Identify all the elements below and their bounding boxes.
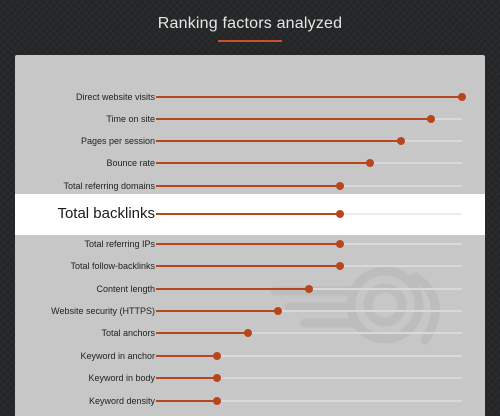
factor-row: Total anchors (15, 323, 485, 343)
factor-label: Total backlinks (57, 205, 155, 222)
factor-marker (244, 329, 252, 337)
factor-track (156, 397, 462, 405)
factor-track (156, 329, 462, 337)
factor-row: Bounce rate (15, 153, 485, 173)
factor-marker (427, 115, 435, 123)
factor-track (156, 182, 462, 190)
factor-bar (156, 162, 370, 164)
factor-bar (156, 243, 340, 245)
factor-bar (156, 140, 401, 142)
factor-bar (156, 118, 431, 120)
factor-bar (156, 96, 462, 98)
factor-marker (397, 137, 405, 145)
factor-row: Time on site (15, 109, 485, 129)
factor-marker (366, 159, 374, 167)
factor-row: Keyword in anchor (15, 346, 485, 366)
factor-track (156, 262, 462, 270)
factor-bar (156, 377, 217, 379)
factor-bar (156, 332, 248, 334)
factor-label: Keyword in anchor (80, 351, 155, 361)
factor-track (156, 240, 462, 248)
factor-track (156, 159, 462, 167)
factor-row: Direct website visits (15, 87, 485, 107)
factor-label: Time on site (106, 114, 155, 124)
factor-bar (156, 185, 340, 187)
factor-row: Total referring IPs (15, 234, 485, 254)
factor-bar (156, 355, 217, 357)
factor-row: Website security (HTTPS) (15, 301, 485, 321)
factor-track (156, 374, 462, 382)
factor-label: Total anchors (101, 328, 155, 338)
factor-label: Total referring domains (63, 181, 155, 191)
factor-row: Total backlinks (15, 204, 485, 224)
factor-label: Keyword density (88, 396, 155, 406)
factor-label: Content length (96, 284, 155, 294)
factor-marker (213, 352, 221, 360)
factor-bar (156, 213, 340, 215)
page-title: Ranking factors analyzed (157, 15, 343, 32)
factor-marker (213, 397, 221, 405)
factor-track (156, 93, 466, 101)
factor-bar (156, 265, 340, 267)
factor-marker (213, 374, 221, 382)
factor-track (156, 285, 462, 293)
factor-marker (458, 93, 466, 101)
factor-track (156, 210, 462, 218)
factor-label: Total follow-backlinks (70, 261, 155, 271)
title-underline (218, 40, 282, 42)
factor-label: Direct website visits (75, 92, 155, 102)
factor-marker (336, 182, 344, 190)
factor-marker (336, 262, 344, 270)
factor-bar (156, 400, 217, 402)
factor-row: Keyword in body (15, 368, 485, 388)
factor-row: Total referring domains (15, 176, 485, 196)
factor-marker (336, 210, 344, 218)
factor-track (156, 115, 462, 123)
factor-marker (274, 307, 282, 315)
factor-row: Total follow-backlinks (15, 256, 485, 276)
factor-label: Pages per session (80, 136, 155, 146)
factor-track (156, 137, 462, 145)
factor-marker (305, 285, 313, 293)
factor-label: Total referring IPs (84, 239, 155, 249)
factor-bar (156, 288, 309, 290)
factor-marker (336, 240, 344, 248)
factor-row: Pages per session (15, 131, 485, 151)
chart-panel: Direct website visits Time on site Pages p… (15, 55, 485, 416)
factor-label: Keyword in body (88, 373, 155, 383)
factor-row: Content length (15, 279, 485, 299)
factor-bar (156, 310, 278, 312)
factor-track (156, 307, 462, 315)
factor-row: Keyword density (15, 391, 485, 411)
factor-label: Bounce rate (106, 158, 155, 168)
factor-label: Website security (HTTPS) (51, 306, 155, 316)
factor-track (156, 352, 462, 360)
